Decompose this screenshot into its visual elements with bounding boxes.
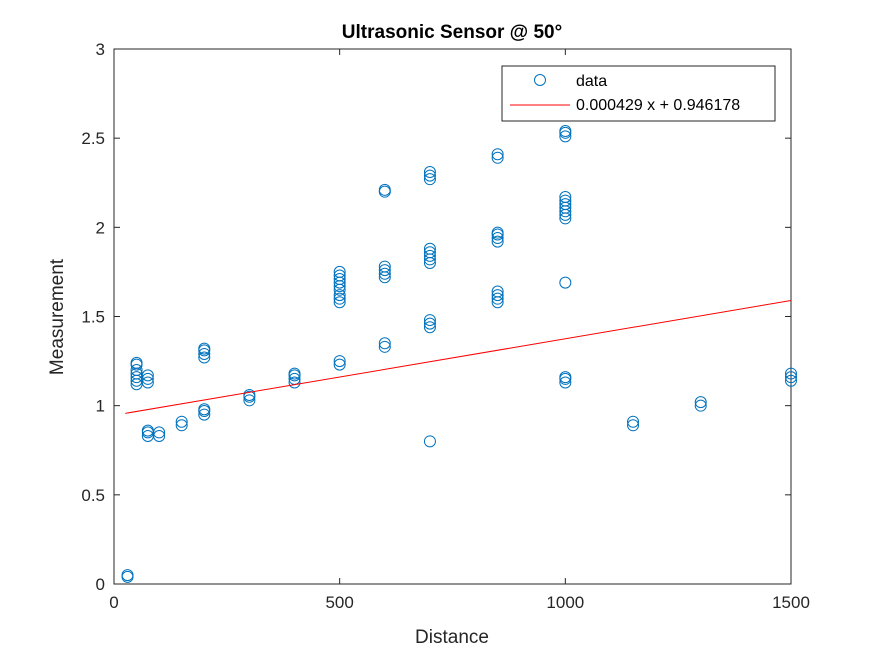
data-point	[333, 265, 346, 278]
x-tick-label: 500	[325, 593, 353, 612]
data-point	[491, 148, 504, 161]
data-point	[423, 321, 436, 334]
data-point	[491, 151, 504, 164]
data-point	[130, 364, 143, 376]
data-point	[130, 371, 143, 384]
data-point	[198, 347, 211, 360]
data-point	[153, 426, 166, 439]
legend: data 0.000429 x + 0.946178	[501, 65, 776, 122]
data-point	[333, 358, 346, 371]
data-point	[627, 419, 640, 432]
data-point	[378, 267, 391, 280]
data-point	[694, 399, 707, 412]
data-point	[627, 415, 640, 428]
data-point	[333, 292, 346, 305]
data-point	[559, 371, 572, 384]
y-tick-label: 1	[96, 397, 105, 416]
data-point	[141, 369, 154, 382]
data-point	[491, 232, 504, 245]
data-point	[243, 388, 256, 401]
data-point	[378, 340, 391, 353]
data-point	[333, 355, 346, 368]
data-point	[198, 351, 211, 364]
data-point	[491, 235, 504, 248]
data-point	[141, 376, 154, 389]
chart-title: Ultrasonic Sensor @ 50°	[342, 22, 562, 43]
y-tick-label: 0	[96, 575, 105, 594]
x-tick-label: 1500	[772, 593, 810, 612]
data-point	[141, 424, 154, 437]
data-point	[491, 292, 504, 305]
y-tick-label: 2.5	[81, 129, 105, 148]
data-point	[288, 376, 301, 389]
x-tick-label: 1000	[546, 593, 584, 612]
y-tick-label: 2	[96, 218, 105, 237]
data-point	[559, 376, 572, 389]
data-point	[559, 130, 572, 143]
data-point	[141, 372, 154, 385]
data-point	[333, 269, 346, 282]
fit-line	[125, 300, 792, 414]
y-tick-label: 3	[96, 40, 105, 59]
y-tick-label: 1.5	[81, 308, 105, 327]
data-point	[333, 289, 346, 302]
data-point	[423, 242, 436, 255]
data-point	[378, 264, 391, 277]
data-point	[423, 317, 436, 330]
data-point	[785, 367, 797, 380]
legend-data-label: data	[576, 73, 607, 90]
data-point	[198, 408, 211, 421]
data-point	[491, 289, 504, 302]
data-point	[423, 166, 436, 179]
x-tick-label: 0	[109, 593, 118, 612]
data-point	[153, 429, 166, 442]
legend-fit-label: 0.000429 x + 0.946178	[576, 97, 740, 114]
x-axis-label: Distance	[415, 627, 489, 648]
data-point	[491, 226, 504, 239]
data-point	[423, 169, 436, 182]
data-point	[694, 396, 707, 409]
y-axis-label: Measurement	[47, 258, 68, 375]
data-point	[333, 296, 346, 309]
data-point	[559, 276, 572, 289]
data-point	[559, 194, 572, 207]
data-point	[333, 273, 346, 286]
data-point	[378, 260, 391, 273]
data-point	[423, 314, 436, 327]
data-point	[785, 371, 797, 384]
data-point	[288, 367, 301, 380]
data-point	[423, 246, 436, 259]
legend-data-marker	[534, 74, 546, 86]
data-point	[243, 394, 256, 407]
data-point	[130, 356, 143, 369]
data-point	[559, 198, 572, 211]
data-point	[559, 125, 572, 138]
data-point	[559, 191, 572, 204]
data-point	[378, 337, 391, 350]
data-point	[198, 403, 211, 416]
data-point	[175, 419, 188, 432]
plot-area: 0 500 1000 1500 0 0.5 1 1.5 2 2.5 3	[81, 40, 810, 612]
data-point	[491, 285, 504, 298]
axes-box	[113, 48, 792, 585]
y-tick-label: 0.5	[81, 486, 105, 505]
data-point	[198, 342, 211, 355]
data-point	[175, 415, 188, 428]
data-point	[121, 569, 134, 582]
data-point	[423, 249, 436, 262]
data-point	[423, 173, 436, 186]
legend-box	[501, 65, 776, 122]
data-point	[785, 374, 797, 387]
data-point	[378, 183, 391, 196]
data-point	[423, 435, 436, 448]
